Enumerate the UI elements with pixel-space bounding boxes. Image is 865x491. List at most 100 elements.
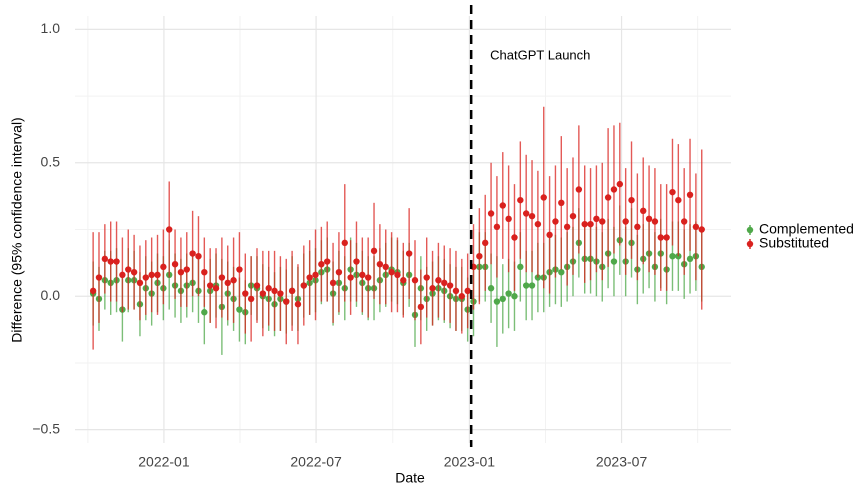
point bbox=[189, 250, 196, 257]
point bbox=[201, 309, 208, 316]
point bbox=[669, 188, 676, 196]
point bbox=[517, 196, 524, 204]
point bbox=[300, 282, 308, 289]
x-tick-label: 2023-01 bbox=[444, 454, 496, 470]
point bbox=[89, 287, 97, 295]
point bbox=[370, 247, 378, 255]
point bbox=[569, 212, 577, 220]
point bbox=[242, 290, 249, 297]
point bbox=[505, 215, 512, 223]
point bbox=[563, 223, 571, 231]
point bbox=[218, 274, 226, 281]
point bbox=[493, 223, 501, 231]
point bbox=[318, 260, 325, 268]
point bbox=[130, 269, 138, 276]
x-axis-label: Date bbox=[395, 470, 425, 486]
point bbox=[640, 207, 647, 215]
point bbox=[423, 274, 430, 281]
point bbox=[136, 279, 144, 287]
point bbox=[616, 180, 624, 188]
point bbox=[487, 285, 495, 292]
point bbox=[511, 293, 518, 300]
point bbox=[411, 277, 419, 284]
point bbox=[429, 285, 436, 292]
point bbox=[236, 306, 243, 313]
point bbox=[195, 252, 202, 260]
point bbox=[271, 287, 278, 295]
point bbox=[329, 279, 337, 287]
point bbox=[359, 271, 366, 279]
legend-key bbox=[746, 226, 754, 234]
point bbox=[546, 231, 553, 239]
point bbox=[482, 239, 489, 247]
point bbox=[575, 186, 583, 193]
point bbox=[306, 274, 313, 281]
point bbox=[493, 298, 501, 305]
point bbox=[663, 234, 670, 241]
y-tick-label: 0.5 bbox=[41, 153, 61, 169]
point bbox=[113, 258, 120, 265]
point bbox=[417, 303, 425, 311]
point bbox=[277, 290, 284, 297]
point bbox=[587, 220, 594, 228]
point bbox=[528, 212, 536, 220]
x-tick-label: 2022-07 bbox=[290, 454, 342, 470]
point bbox=[441, 279, 448, 287]
point bbox=[581, 220, 588, 228]
legend-label: Complemented bbox=[759, 221, 854, 237]
point bbox=[177, 269, 185, 276]
point bbox=[692, 223, 700, 231]
point bbox=[224, 279, 231, 287]
point bbox=[558, 199, 565, 207]
point bbox=[487, 210, 495, 217]
point bbox=[312, 271, 319, 279]
point bbox=[680, 218, 688, 225]
point bbox=[522, 210, 530, 217]
point bbox=[446, 282, 454, 289]
point bbox=[160, 263, 167, 271]
point bbox=[142, 274, 150, 281]
point bbox=[517, 263, 524, 271]
point bbox=[499, 295, 506, 303]
point bbox=[657, 234, 664, 241]
point bbox=[400, 277, 407, 284]
point bbox=[458, 293, 466, 300]
point bbox=[593, 215, 600, 223]
point bbox=[259, 290, 267, 297]
point bbox=[201, 269, 208, 276]
point bbox=[236, 266, 243, 273]
point bbox=[353, 258, 360, 265]
y-tick-label: 1.0 bbox=[41, 20, 61, 36]
point bbox=[610, 186, 618, 193]
point bbox=[452, 287, 460, 295]
point bbox=[394, 271, 401, 279]
point bbox=[183, 266, 190, 273]
point bbox=[534, 220, 542, 228]
point bbox=[335, 269, 343, 276]
y-tick-label: −0.5 bbox=[32, 420, 60, 436]
point bbox=[388, 269, 395, 276]
y-axis-label: Difference (95% confidence interval) bbox=[9, 117, 25, 342]
point bbox=[651, 218, 659, 225]
point bbox=[698, 226, 705, 233]
y-tick-label: 0.0 bbox=[41, 287, 61, 303]
x-tick-label: 2023-07 bbox=[596, 454, 648, 470]
point bbox=[364, 274, 372, 281]
point bbox=[376, 260, 384, 268]
point bbox=[645, 215, 653, 223]
point bbox=[686, 191, 694, 199]
point bbox=[464, 287, 471, 295]
point bbox=[669, 252, 676, 260]
point bbox=[125, 266, 132, 273]
point bbox=[599, 218, 606, 225]
point bbox=[265, 285, 272, 292]
point bbox=[405, 250, 413, 257]
point bbox=[95, 274, 103, 281]
point bbox=[634, 223, 641, 231]
point bbox=[230, 277, 237, 284]
point bbox=[101, 255, 109, 263]
point bbox=[347, 274, 354, 281]
point bbox=[499, 202, 506, 209]
point bbox=[610, 258, 618, 265]
